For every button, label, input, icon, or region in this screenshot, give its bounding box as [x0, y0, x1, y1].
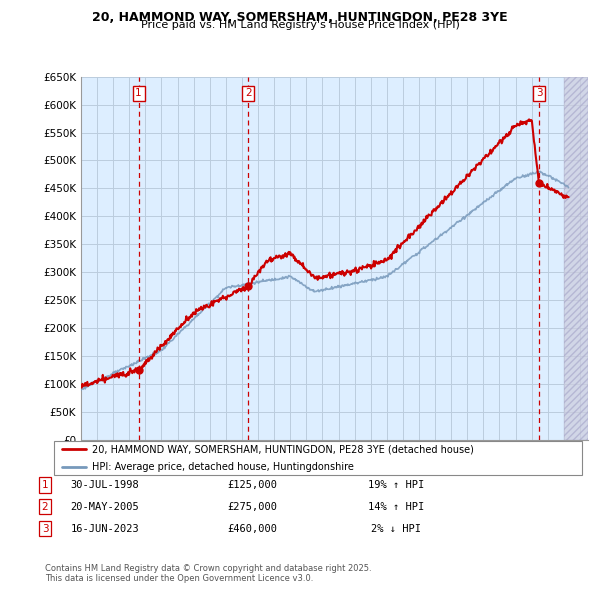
Text: 20-MAY-2005: 20-MAY-2005: [71, 502, 139, 512]
Text: Contains HM Land Registry data © Crown copyright and database right 2025.
This d: Contains HM Land Registry data © Crown c…: [45, 563, 371, 583]
Text: 19% ↑ HPI: 19% ↑ HPI: [368, 480, 424, 490]
Text: £275,000: £275,000: [227, 502, 277, 512]
Text: HPI: Average price, detached house, Huntingdonshire: HPI: Average price, detached house, Hunt…: [92, 463, 354, 473]
Text: 1: 1: [41, 480, 49, 490]
Text: 20, HAMMOND WAY, SOMERSHAM, HUNTINGDON, PE28 3YE (detached house): 20, HAMMOND WAY, SOMERSHAM, HUNTINGDON, …: [92, 445, 474, 455]
Text: £125,000: £125,000: [227, 480, 277, 490]
FancyBboxPatch shape: [54, 441, 582, 475]
Text: 16-JUN-2023: 16-JUN-2023: [71, 524, 139, 533]
Text: 14% ↑ HPI: 14% ↑ HPI: [368, 502, 424, 512]
Text: 3: 3: [41, 524, 49, 533]
Text: 30-JUL-1998: 30-JUL-1998: [71, 480, 139, 490]
Text: 3: 3: [536, 88, 542, 99]
Text: Price paid vs. HM Land Registry's House Price Index (HPI): Price paid vs. HM Land Registry's House …: [140, 20, 460, 30]
Text: 2: 2: [245, 88, 251, 99]
Text: 1: 1: [136, 88, 142, 99]
Text: 2: 2: [41, 502, 49, 512]
Text: 2% ↓ HPI: 2% ↓ HPI: [371, 524, 421, 533]
Text: £460,000: £460,000: [227, 524, 277, 533]
Text: 20, HAMMOND WAY, SOMERSHAM, HUNTINGDON, PE28 3YE: 20, HAMMOND WAY, SOMERSHAM, HUNTINGDON, …: [92, 11, 508, 24]
